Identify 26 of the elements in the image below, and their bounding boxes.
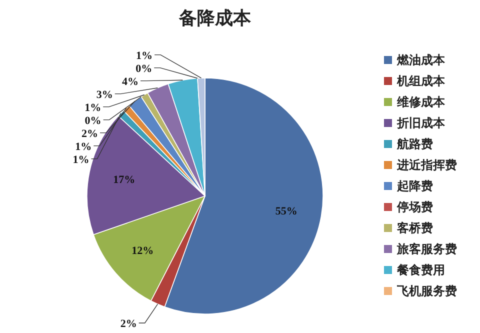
data-label: 17%	[113, 174, 136, 186]
data-label: 1%	[84, 102, 102, 114]
data-label: 3%	[96, 88, 113, 101]
legend-label: 航路费	[396, 137, 433, 151]
data-label: 1%	[72, 154, 90, 166]
data-label: 4%	[122, 76, 139, 88]
legend-label: 起降费	[396, 179, 433, 193]
text: 0%	[136, 62, 152, 75]
data-label: 1%	[136, 50, 153, 62]
legend-label: 进近指挥费	[396, 158, 457, 172]
text: 0%	[84, 114, 102, 127]
legend-label: 飞机服务费	[396, 284, 457, 298]
legend-label: 停场费	[396, 200, 433, 214]
chart-title: 备降成本	[178, 8, 252, 28]
data-label: 2%	[81, 128, 98, 140]
data-label: 12%	[132, 245, 154, 258]
data-label: 55%	[275, 205, 298, 218]
data-label: 1%	[75, 140, 92, 153]
legend-label: 机组成本	[396, 74, 446, 88]
legend-label: 旅客服务费	[396, 242, 457, 256]
legend-label: 餐食费用	[396, 263, 445, 277]
legend-label: 维修成本	[396, 95, 446, 109]
legend-label: 折旧成本	[396, 116, 446, 130]
data-label: 2%	[120, 318, 137, 330]
legend-label: 燃油成本	[396, 53, 446, 67]
legend-label: 客桥费	[396, 221, 433, 235]
